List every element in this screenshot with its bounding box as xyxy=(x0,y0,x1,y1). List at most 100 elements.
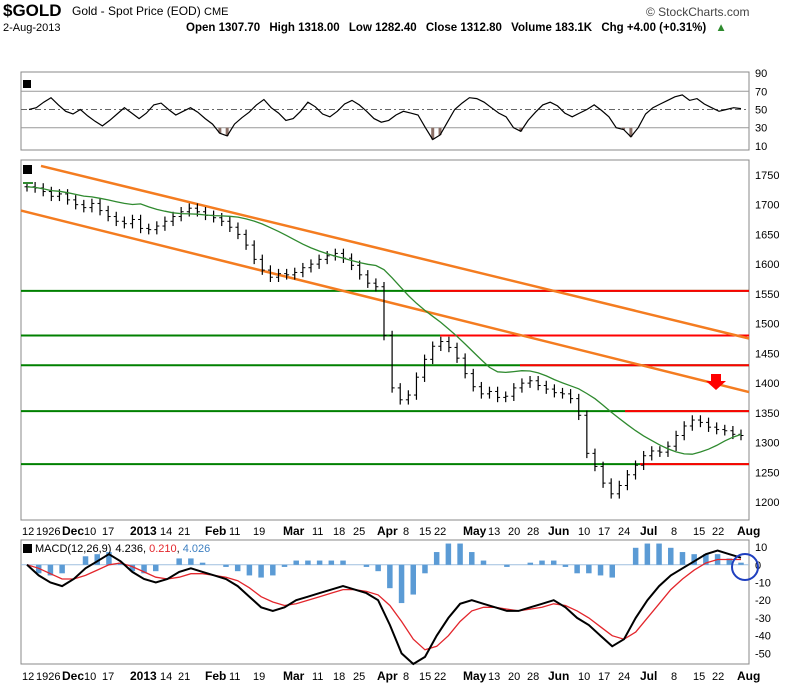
volume-stat: Volume 183.1K xyxy=(511,22,593,34)
macd-legend-name: MACD(12,26,9) xyxy=(35,543,111,555)
price-x-tick-label: Jul xyxy=(640,524,657,538)
price-x-tick-label: 11 xyxy=(312,526,323,538)
macd-x-tick-label: 8 xyxy=(403,671,409,683)
rsi-tick-label: 10 xyxy=(755,141,767,153)
macd-x-tick-label: Jun xyxy=(548,669,569,683)
close-stat: Close 1312.80 xyxy=(425,22,502,34)
price-x-tick-label: 17 xyxy=(598,526,610,538)
upper-trend-line xyxy=(40,164,750,340)
high-stat: High 1318.00 xyxy=(269,22,340,34)
rsi-tick-label: 50 xyxy=(755,105,767,117)
macd-x-tick-label: 10 xyxy=(578,671,590,683)
rsi-panel-frame xyxy=(20,71,750,151)
macd-x-tick-label: 12 xyxy=(22,671,34,683)
price-tick-label: 1500 xyxy=(755,319,779,331)
lower-trend-line xyxy=(20,209,750,394)
price-x-tick-label: 21 xyxy=(178,526,190,538)
macd-sep2: , xyxy=(177,543,183,555)
change-stat: Chg +4.00 (+0.31%) xyxy=(601,22,707,34)
price-stats: Open 1307.70 High 1318.00 Low 1282.40 Cl… xyxy=(186,22,733,34)
macd-x-tick-label: 10 xyxy=(84,671,96,683)
macd-x-tick-label: 14 xyxy=(160,671,172,683)
macd-tick-label: -50 xyxy=(755,648,771,660)
price-x-tick-label: Jun xyxy=(548,524,569,538)
macd-x-tick-label: Aug xyxy=(737,669,760,683)
price-tick-label: 1300 xyxy=(755,438,779,450)
macd-x-tick-label: May xyxy=(463,669,487,683)
price-tick-label: 1650 xyxy=(755,229,779,241)
price-x-tick-label: 19 xyxy=(253,526,265,538)
macd-sep: , xyxy=(143,543,149,555)
macd-x-tick-label: 2013 xyxy=(130,669,157,683)
stockcharts-brand: © StockCharts.com xyxy=(646,5,750,19)
price-x-tick-label: 24 xyxy=(618,526,630,538)
macd-tick-label: -40 xyxy=(755,631,771,643)
price-x-tick-label: 17 xyxy=(102,526,114,538)
rsi-tick-label: 90 xyxy=(755,68,767,80)
price-tick-label: 1450 xyxy=(755,348,779,360)
macd-x-tick-label: 21 xyxy=(178,671,190,683)
red-arrow-icon xyxy=(706,374,726,390)
price-x-tick-label: 20 xyxy=(508,526,520,538)
macd-x-tick-label: 28 xyxy=(527,671,539,683)
signal-value: 0.210 xyxy=(149,543,177,555)
macd-x-tick-label: Mar xyxy=(283,669,305,683)
macd-tick-label: -20 xyxy=(755,595,771,607)
macd-x-tick-label: 24 xyxy=(618,671,630,683)
rsi-line xyxy=(28,94,742,141)
macd-x-tick-label: 17 xyxy=(102,671,114,683)
price-tick-label: 1350 xyxy=(755,408,779,420)
price-tick-label: 1550 xyxy=(755,289,779,301)
ma50-line xyxy=(26,186,742,455)
rsi-legend-swatch xyxy=(23,80,31,88)
price-x-tick-label: 1926 xyxy=(36,526,60,538)
macd-line xyxy=(26,549,742,666)
price-tick-label: 1600 xyxy=(755,259,779,271)
macd-x-tick-label: 1926 xyxy=(36,671,60,683)
rsi-tick-label: 70 xyxy=(755,86,767,98)
macd-signal-line xyxy=(26,558,741,651)
change-arrow-icon: ▲ xyxy=(715,22,727,34)
price-x-tick-label: 10 xyxy=(578,526,590,538)
price-x-tick-label: 15 xyxy=(419,526,431,538)
price-x-tick-label: 2013 xyxy=(130,524,157,538)
price-x-tick-label: 28 xyxy=(527,526,539,538)
macd-x-tick-label: 11 xyxy=(229,671,240,683)
macd-x-tick-label: 18 xyxy=(333,671,345,683)
macd-x-tick-label: 20 xyxy=(508,671,520,683)
price-x-tick-label: 8 xyxy=(403,526,409,538)
price-tick-label: 1750 xyxy=(755,170,779,182)
low-stat: Low 1282.40 xyxy=(348,22,417,34)
price-legend-swatch xyxy=(23,165,32,174)
price-x-tick-label: Mar xyxy=(283,524,305,538)
macd-x-tick-label: Dec xyxy=(62,669,84,683)
macd-x-tick-label: 8 xyxy=(671,671,677,683)
macd-x-tick-label: 19 xyxy=(253,671,265,683)
exchange-label: CME xyxy=(204,6,229,18)
price-x-tick-label: Aug xyxy=(737,524,760,538)
price-tick-label: 1250 xyxy=(755,467,779,479)
chart-date: 2-Aug-2013 xyxy=(3,22,61,34)
price-x-tick-label: 12 xyxy=(22,526,34,538)
macd-x-tick-label: 25 xyxy=(353,671,365,683)
price-x-tick-label: 14 xyxy=(160,526,172,538)
macd-tick-label: 10 xyxy=(755,542,767,554)
open-stat: Open 1307.70 xyxy=(186,22,261,34)
price-tick-label: 1200 xyxy=(755,497,779,509)
macd-x-tick-label: Apr xyxy=(377,669,398,683)
description-text: Gold - Spot Price (EOD) xyxy=(72,4,201,18)
price-x-tick-label: 25 xyxy=(353,526,365,538)
price-x-tick-label: Feb xyxy=(205,524,226,538)
highlight-circle xyxy=(731,553,759,581)
price-x-tick-label: 22 xyxy=(434,526,446,538)
price-x-tick-label: May xyxy=(463,524,487,538)
price-tick-label: 1700 xyxy=(755,200,779,212)
chart-header: $GOLD Gold - Spot Price (EOD) CME 2-Aug-… xyxy=(0,0,800,38)
macd-x-tick-label: 17 xyxy=(598,671,610,683)
price-x-tick-label: 18 xyxy=(333,526,345,538)
macd-value: 4.236 xyxy=(115,543,143,555)
price-x-tick-label: 10 xyxy=(84,526,96,538)
price-x-tick-label: Dec xyxy=(62,524,84,538)
macd-x-tick-label: Feb xyxy=(205,669,226,683)
price-x-tick-label: 11 xyxy=(229,526,240,538)
